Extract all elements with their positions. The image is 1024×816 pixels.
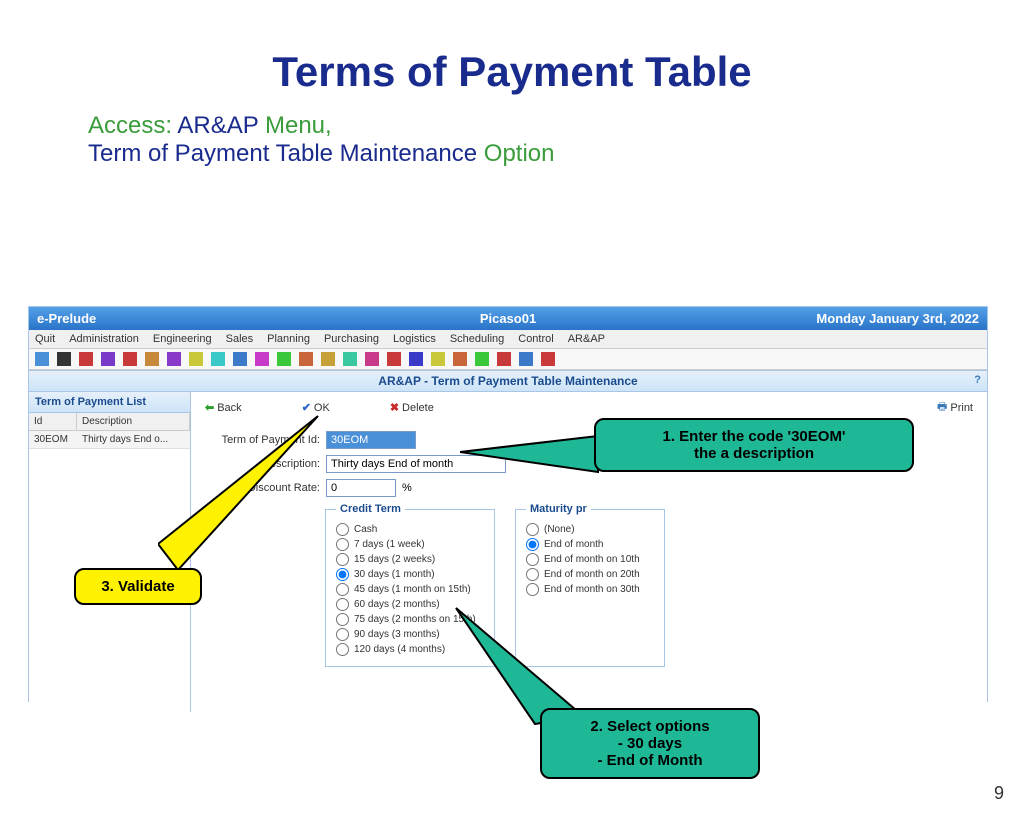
toolbar-icon-22[interactable] (519, 352, 533, 366)
menu-scheduling[interactable]: Scheduling (450, 333, 504, 345)
maturity-option[interactable]: End of month (526, 538, 654, 551)
maturity-label: End of month on 30th (544, 584, 640, 595)
print-icon: 🖶 (937, 398, 947, 417)
ok-button[interactable]: ✔OK (302, 401, 330, 414)
page-number: 9 (994, 783, 1004, 804)
maturity-option[interactable]: (None) (526, 523, 654, 536)
toolbar-icon-9[interactable] (233, 352, 247, 366)
rate-unit: % (402, 482, 412, 494)
delete-button[interactable]: ✖Delete (390, 401, 434, 414)
menu-ar&ap[interactable]: AR&AP (568, 333, 605, 345)
credit-term-label: Cash (354, 524, 377, 535)
toolbar-icon-23[interactable] (541, 352, 555, 366)
maturity-radio[interactable] (526, 553, 539, 566)
maturity-label: (None) (544, 524, 575, 535)
toolbar-icon-16[interactable] (387, 352, 401, 366)
maturity-legend: Maturity pr (526, 503, 591, 515)
title-bar: e-Prelude Picaso01 Monday January 3rd, 2… (29, 307, 987, 330)
print-button[interactable]: 🖶Print (937, 398, 973, 417)
toolbar-icon-12[interactable] (299, 352, 313, 366)
toolbar-icon-10[interactable] (255, 352, 269, 366)
credit-term-label: 60 days (2 months) (354, 599, 440, 610)
toolbar-icon-21[interactable] (497, 352, 511, 366)
callout-1: 1. Enter the code '30EOM' the a descript… (594, 418, 914, 472)
maturity-radio[interactable] (526, 538, 539, 551)
menu-quit[interactable]: Quit (35, 333, 55, 345)
menu-logistics[interactable]: Logistics (393, 333, 436, 345)
credit-term-label: 30 days (1 month) (354, 569, 435, 580)
toolbar-icon-17[interactable] (409, 352, 423, 366)
menu-planning[interactable]: Planning (267, 333, 310, 345)
section-title: AR&AP - Term of Payment Table Maintenanc… (29, 370, 987, 392)
credit-term-label: 7 days (1 week) (354, 539, 425, 550)
menu-administration[interactable]: Administration (69, 333, 139, 345)
check-icon: ✔ (302, 401, 311, 414)
toolbar-icon-6[interactable] (167, 352, 181, 366)
menu-sales[interactable]: Sales (226, 333, 254, 345)
callout-2: 2. Select options - 30 days - End of Mon… (540, 708, 760, 779)
menu-control[interactable]: Control (518, 333, 553, 345)
credit-term-radio[interactable] (336, 613, 349, 626)
maturity-option[interactable]: End of month on 10th (526, 553, 654, 566)
credit-term-option[interactable]: Cash (336, 523, 484, 536)
maturity-radio[interactable] (526, 583, 539, 596)
toolbar-icon-11[interactable] (277, 352, 291, 366)
toolbar-icon-4[interactable] (123, 352, 137, 366)
callout-tail-1 (460, 432, 600, 482)
help-icon[interactable]: ? (974, 374, 981, 386)
app-name: e-Prelude (37, 311, 96, 326)
maturity-option[interactable]: End of month on 30th (526, 583, 654, 596)
payment-id-input[interactable] (326, 431, 416, 449)
credit-term-option[interactable]: 15 days (2 weeks) (336, 553, 484, 566)
callout-tail-3 (158, 414, 338, 574)
maturity-radio[interactable] (526, 523, 539, 536)
credit-term-radio[interactable] (336, 643, 349, 656)
maturity-label: End of month on 10th (544, 554, 640, 565)
credit-term-radio[interactable] (336, 583, 349, 596)
access-text: Access: AR&AP Menu, Term of Payment Tabl… (88, 112, 1024, 168)
callout-3: 3. Validate (74, 568, 202, 605)
toolbar-icon-19[interactable] (453, 352, 467, 366)
panel-header: Term of Payment List (29, 392, 190, 413)
menu-purchasing[interactable]: Purchasing (324, 333, 379, 345)
maturity-label: End of month on 20th (544, 569, 640, 580)
credit-term-option[interactable]: 7 days (1 week) (336, 538, 484, 551)
credit-term-option[interactable]: 30 days (1 month) (336, 568, 484, 581)
toolbar-icon-18[interactable] (431, 352, 445, 366)
back-button[interactable]: ⬅Back (205, 401, 242, 414)
toolbar-icon-20[interactable] (475, 352, 489, 366)
x-icon: ✖ (390, 401, 399, 414)
toolbar-icon-3[interactable] (101, 352, 115, 366)
maturity-label: End of month (544, 539, 603, 550)
toolbar-icon-1[interactable] (57, 352, 71, 366)
credit-term-legend: Credit Term (336, 503, 405, 515)
menu-engineering[interactable]: Engineering (153, 333, 212, 345)
toolbar-icon-2[interactable] (79, 352, 93, 366)
slide-title: Terms of Payment Table (0, 48, 1024, 96)
back-arrow-icon: ⬅ (205, 401, 214, 414)
credit-term-label: 90 days (3 months) (354, 629, 440, 640)
menu-bar: Quit Administration Engineering Sales Planni… (29, 330, 987, 349)
app-user: Picaso01 (480, 311, 536, 326)
toolbar-icon-0[interactable] (35, 352, 49, 366)
credit-term-radio[interactable] (336, 628, 349, 641)
toolbar-icon-7[interactable] (189, 352, 203, 366)
credit-term-label: 45 days (1 month on 15th) (354, 584, 471, 595)
app-date: Monday January 3rd, 2022 (816, 311, 979, 326)
toolbar-icon-8[interactable] (211, 352, 225, 366)
credit-term-option[interactable]: 45 days (1 month on 15th) (336, 583, 484, 596)
credit-term-label: 120 days (4 months) (354, 644, 445, 655)
toolbar-icon-15[interactable] (365, 352, 379, 366)
toolbar-icon-5[interactable] (145, 352, 159, 366)
maturity-radio[interactable] (526, 568, 539, 581)
toolbar (29, 349, 987, 370)
toolbar-icon-13[interactable] (321, 352, 335, 366)
toolbar-icon-14[interactable] (343, 352, 357, 366)
credit-term-label: 15 days (2 weeks) (354, 554, 435, 565)
credit-term-radio[interactable] (336, 598, 349, 611)
maturity-option[interactable]: End of month on 20th (526, 568, 654, 581)
